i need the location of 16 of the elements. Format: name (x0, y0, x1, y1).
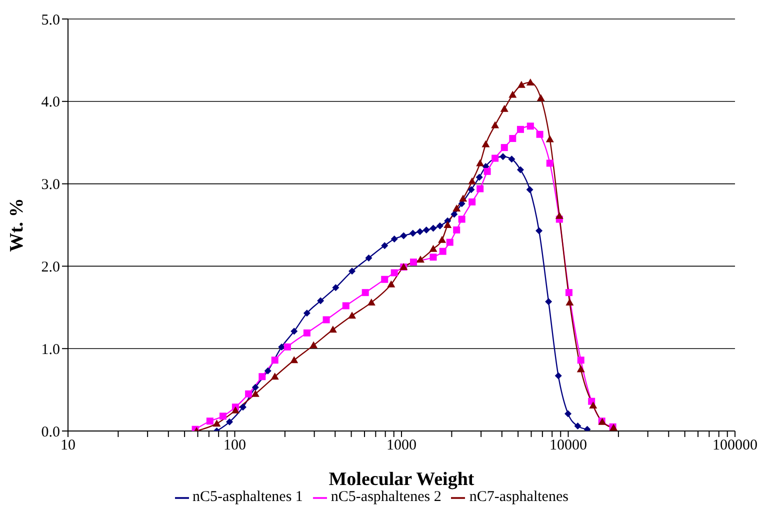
legend-label: nC5-asphaltenes 1 (192, 489, 303, 505)
y-axis-title: Wt. % (6, 198, 28, 252)
x-axis-title: Molecular Weight (328, 469, 475, 490)
y-tick-label: 0.0 (41, 424, 60, 440)
y-tick-label: 3.0 (41, 177, 60, 194)
y-tick-label: 1.0 (41, 342, 60, 358)
y-tick-label: 2.0 (41, 260, 60, 276)
x-tick-label: 100000 (712, 438, 758, 454)
x-tick-label: 10000 (550, 438, 587, 454)
x-tick-label: 10 (60, 438, 76, 454)
legend-label: nC7-asphaltenes (469, 489, 568, 505)
x-tick-label: 100 (224, 438, 246, 454)
y-tick-label: 4.0 (41, 94, 60, 111)
x-tick-label: 1000 (386, 438, 416, 454)
legend-label: nC5-asphaltenes 2 (330, 489, 442, 505)
y-tick-label: 5.0 (41, 12, 60, 28)
